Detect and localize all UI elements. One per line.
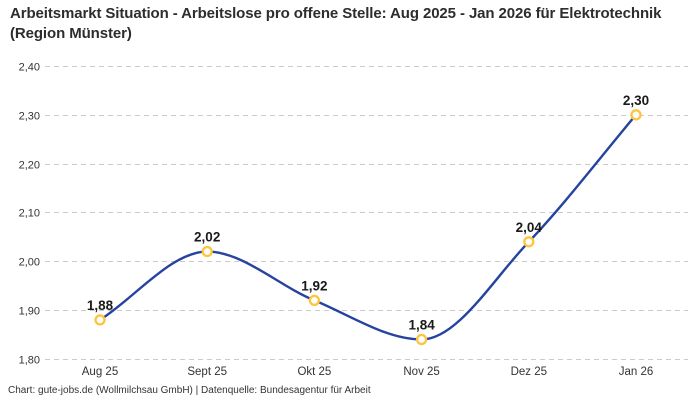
data-point-label: 1,84 bbox=[408, 317, 435, 332]
x-axis-tick-label: Aug 25 bbox=[82, 366, 118, 378]
x-axis-tick-label: Dez 25 bbox=[511, 366, 547, 378]
data-point-label: 2,04 bbox=[516, 220, 543, 235]
data-point-marker bbox=[630, 109, 642, 121]
x-axis-tick-label: Jan 26 bbox=[619, 366, 654, 378]
x-axis-tick-label: Sept 25 bbox=[187, 366, 227, 378]
data-point-marker bbox=[201, 245, 213, 258]
data-point-label: 2,02 bbox=[194, 230, 220, 245]
data-point-label: 1,92 bbox=[301, 278, 327, 293]
y-axis-tick-label: 2,30 bbox=[19, 111, 40, 123]
y-axis-tick-label: 1,90 bbox=[19, 306, 40, 318]
y-axis-tick-label: 2,10 bbox=[19, 208, 40, 220]
data-point-marker bbox=[523, 236, 535, 248]
chart-footer-attribution: Chart: gute-jobs.de (Wollmilchsau GmbH) … bbox=[8, 385, 371, 396]
x-axis-tick-label: Okt 25 bbox=[297, 366, 331, 378]
y-axis-tick-label: 2,20 bbox=[19, 160, 40, 172]
data-point-marker bbox=[94, 314, 106, 326]
trend-line bbox=[98, 113, 638, 341]
y-axis-tick-label: 1,80 bbox=[19, 355, 40, 367]
data-point-marker bbox=[308, 294, 321, 307]
chart-title: Arbeitsmarkt Situation - Arbeitslose pro… bbox=[10, 5, 662, 42]
data-point-label: 1,88 bbox=[87, 298, 114, 313]
y-axis-tick-label: 2,00 bbox=[19, 257, 40, 269]
y-axis-tick-label: 2,40 bbox=[19, 62, 40, 74]
data-point-label: 2,30 bbox=[623, 93, 649, 108]
x-axis-tick-label: Nov 25 bbox=[403, 366, 439, 378]
data-point-marker bbox=[415, 333, 428, 346]
